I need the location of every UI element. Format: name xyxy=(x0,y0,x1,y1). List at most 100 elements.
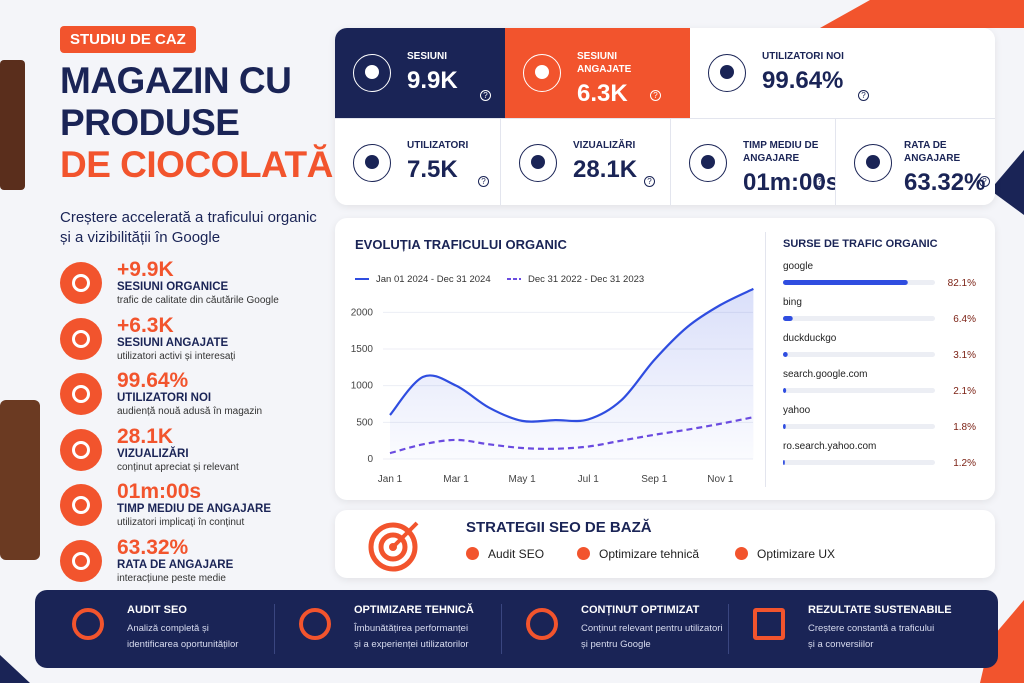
label: VIZUALIZĂRI xyxy=(117,447,189,460)
kpi-value: 7.5K xyxy=(407,156,458,183)
value: +6.3K xyxy=(117,313,174,337)
x-tick-label: Jan 1 xyxy=(378,474,403,485)
footer-desc: Analiză completă și xyxy=(127,623,209,634)
icon-glyph xyxy=(72,551,90,570)
strategy-card: STRATEGII SEO DE BAZĂ Audit SEO Optimizar… xyxy=(335,510,995,578)
area xyxy=(390,288,754,459)
desc: utilizatori activi și interesați xyxy=(117,350,236,362)
help-icon: ? xyxy=(979,176,990,187)
bar xyxy=(783,280,908,285)
label: SESIUNI ORGANICE xyxy=(117,281,229,293)
kpi: TIMP MEDIU DE ANGAJARE 01m:00s? xyxy=(670,118,839,205)
kpi-icon xyxy=(353,54,391,92)
help-icon: ? xyxy=(480,90,491,101)
line xyxy=(389,287,754,423)
kpi-text: SESIUNI ANGAJATE 6.3K xyxy=(577,50,667,108)
value-label: 2.1% xyxy=(953,386,976,397)
kpi: VIZUALIZĂRI 28.1K? xyxy=(500,118,670,205)
kpi: SESIUNI ANGAJATE 6.3K? xyxy=(505,28,690,118)
kpi-icon xyxy=(523,54,561,92)
kpi-icon-glyph xyxy=(365,65,379,79)
strategy-title: STRATEGII SEO DE BAZĂ xyxy=(466,519,652,536)
divider xyxy=(765,232,766,487)
y-tick-label: 500 xyxy=(356,417,373,428)
y-tick-label: 1000 xyxy=(351,381,374,392)
icon-glyph xyxy=(72,274,90,292)
divider xyxy=(501,604,502,654)
bar xyxy=(783,460,785,465)
kpi-icon xyxy=(353,143,391,182)
kpi-label: TIMP MEDIU DE ANGAJARE xyxy=(743,140,819,164)
value-label: 1.8% xyxy=(953,422,976,433)
check-icon xyxy=(577,547,590,560)
kpi-text: SESIUNI 9.9K xyxy=(407,50,458,95)
footer-desc: și a experienței utilizatorilor xyxy=(354,639,469,650)
x-tick-label: Mar 1 xyxy=(443,474,469,485)
footer-icon xyxy=(299,608,331,640)
source-name: duckduckgo xyxy=(783,333,837,344)
title: MAGAZIN CU xyxy=(60,60,292,101)
strategy-item: Optimizare UX xyxy=(757,547,836,561)
title: DE CIOCOLATĂ xyxy=(60,144,333,185)
x-tick-label: Nov 1 xyxy=(707,474,734,485)
footer-title: OPTIMIZARE TEHNICĂ xyxy=(354,604,474,616)
kpi-label: VIZUALIZĂRI xyxy=(573,140,636,151)
icon-glyph xyxy=(72,496,90,514)
kpi-text: UTILIZATORI NOI 99.64% xyxy=(762,50,844,95)
kpi-text: UTILIZATORI 7.5K xyxy=(407,139,468,184)
help-icon: ? xyxy=(814,176,825,187)
legend-label: Jan 01 2024 - Dec 31 2024 xyxy=(376,274,491,285)
desc: trafic de calitate din căutările Google xyxy=(117,295,279,306)
target-icon xyxy=(368,521,419,572)
y-tick-label: 2000 xyxy=(351,307,374,318)
kpi-icon xyxy=(689,143,727,182)
icon-glyph xyxy=(72,385,90,403)
kpi-label: UTILIZATORI NOI xyxy=(762,51,844,62)
source-name: search.google.com xyxy=(783,369,868,380)
kpi-icon-glyph xyxy=(535,65,549,79)
subtitle: Creștere accelerată a traficului organic… xyxy=(60,209,317,246)
kpi-panel: SESIUNI 9.9K? SESIUNI ANGAJATE 6.3K? UTILIZA… xyxy=(335,28,995,205)
strategy-item: Optimizare tehnică xyxy=(599,547,700,561)
kpi-label: RATA DE ANGAJARE xyxy=(904,140,961,164)
kpi-value: 63.32% xyxy=(904,169,986,196)
footer-desc: și pentru Google xyxy=(581,639,651,650)
title: PRODUSE xyxy=(60,102,240,143)
bar-track xyxy=(783,316,935,321)
footer-desc: și a conversiilor xyxy=(808,639,874,650)
footer-title: AUDIT SEO xyxy=(127,604,187,616)
sources-chart: SURSE DE TRAFIC ORGANIC google 82.1% bing 6.… xyxy=(783,238,976,469)
x-tick-label: May 1 xyxy=(509,474,537,485)
help-icon: ? xyxy=(644,176,655,187)
desc: utilizatori implicați în conținut xyxy=(117,517,245,528)
kpi-value: 99.64% xyxy=(762,67,844,94)
bar xyxy=(783,352,788,357)
legend-label: Dec 31 2022 - Dec 31 2023 xyxy=(528,274,644,285)
label: UTILIZATORI NOI xyxy=(117,392,212,404)
value: 99.64% xyxy=(117,369,189,392)
footer-title: CONȚINUT OPTIMIZAT xyxy=(581,604,700,616)
label: TIMP MEDIU DE ANGAJARE xyxy=(117,503,271,515)
source-name: bing xyxy=(783,297,802,308)
kpi-label: UTILIZATORI xyxy=(407,140,469,151)
footer-desc: identificarea oportunităților xyxy=(127,639,239,650)
kpi-icon xyxy=(708,54,746,92)
kpi-icon-glyph xyxy=(701,154,715,169)
bar-track xyxy=(783,460,935,465)
desc: audiență nouă adusă în magazin xyxy=(117,406,263,417)
bar-track xyxy=(783,424,935,429)
divider xyxy=(274,604,275,654)
kpi-label: SESIUNI ANGAJATE xyxy=(577,51,632,75)
footer-title: REZULTATE SUSTENABILE xyxy=(808,604,952,616)
help-icon: ? xyxy=(858,90,869,101)
value-label: 3.1% xyxy=(953,350,976,361)
value: 01m:00s xyxy=(117,480,202,503)
source-name: ro.search.yahoo.com xyxy=(783,441,876,452)
value: 28.1K xyxy=(117,424,174,448)
footer-icon xyxy=(72,608,104,640)
x-tick-label: Jul 1 xyxy=(578,474,600,485)
kpi-value: 28.1K xyxy=(573,156,638,183)
line-chart: EVOLUȚIA TRAFICULUI ORGANIC 0 500 1000 1500 2… xyxy=(351,237,754,485)
